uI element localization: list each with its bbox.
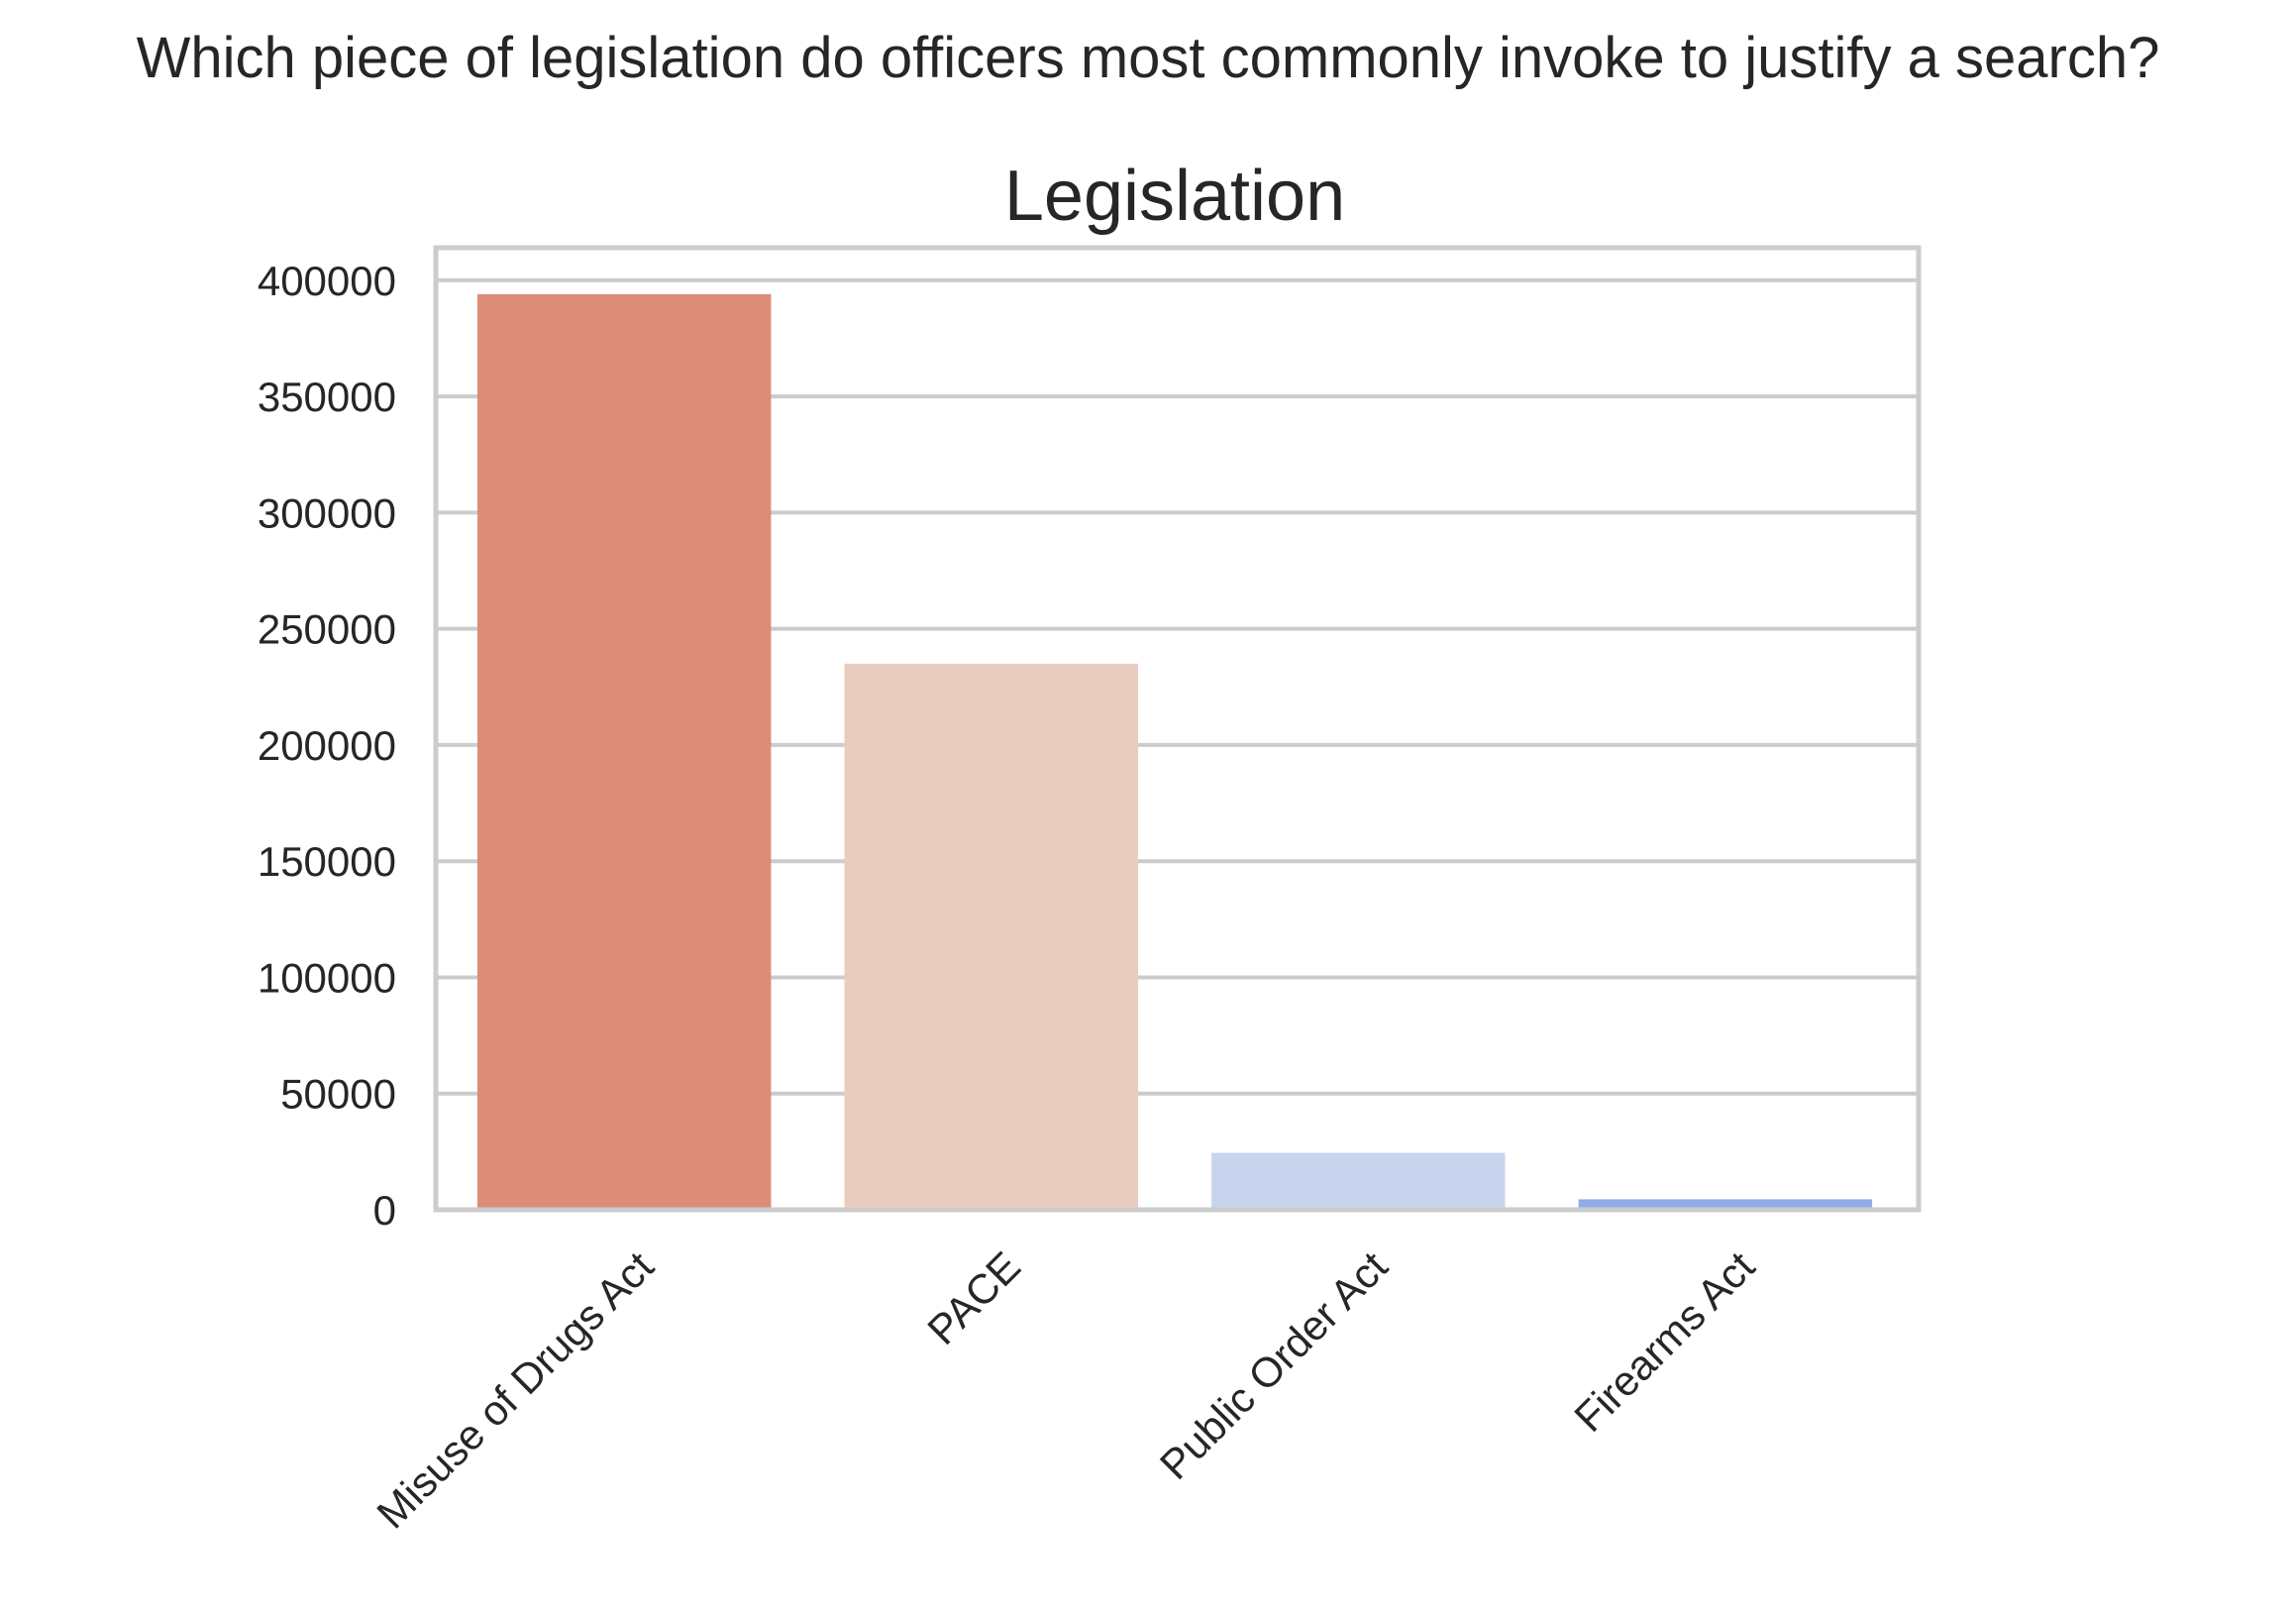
y-tick-label: 200000: [258, 722, 396, 769]
axes-frame: [433, 245, 1922, 1213]
y-tick-label: 300000: [258, 489, 396, 536]
x-tick-label: Misuse of Drugs Act: [367, 1242, 663, 1538]
bar: [477, 293, 772, 1210]
bar: [844, 663, 1138, 1210]
y-tick-label: 100000: [258, 954, 396, 1001]
x-tick-label: Public Order Act: [1151, 1242, 1397, 1488]
x-tick-labels: Misuse of Drugs Act PACE Public Order Act F…: [367, 1242, 1763, 1538]
y-tick-label: 400000: [258, 258, 396, 304]
y-tick-label: 150000: [258, 838, 396, 885]
chart-suptitle: Which piece of legislation do officers m…: [137, 26, 2160, 90]
y-tick-label: 0: [373, 1187, 396, 1234]
y-tick-labels: 0 50000 100000 150000 200000 250000 300000 3500…: [258, 258, 396, 1234]
y-tick-label: 250000: [258, 606, 396, 653]
chart-title: Legislation: [1004, 157, 1345, 236]
x-tick-label: PACE: [918, 1242, 1029, 1353]
y-tick-label: 50000: [280, 1071, 396, 1118]
bar: [1578, 1199, 1873, 1210]
bars: [477, 293, 1873, 1210]
y-tick-label: 350000: [258, 374, 396, 420]
x-tick-label: Firearms Act: [1565, 1242, 1763, 1441]
bar: [1211, 1152, 1506, 1210]
